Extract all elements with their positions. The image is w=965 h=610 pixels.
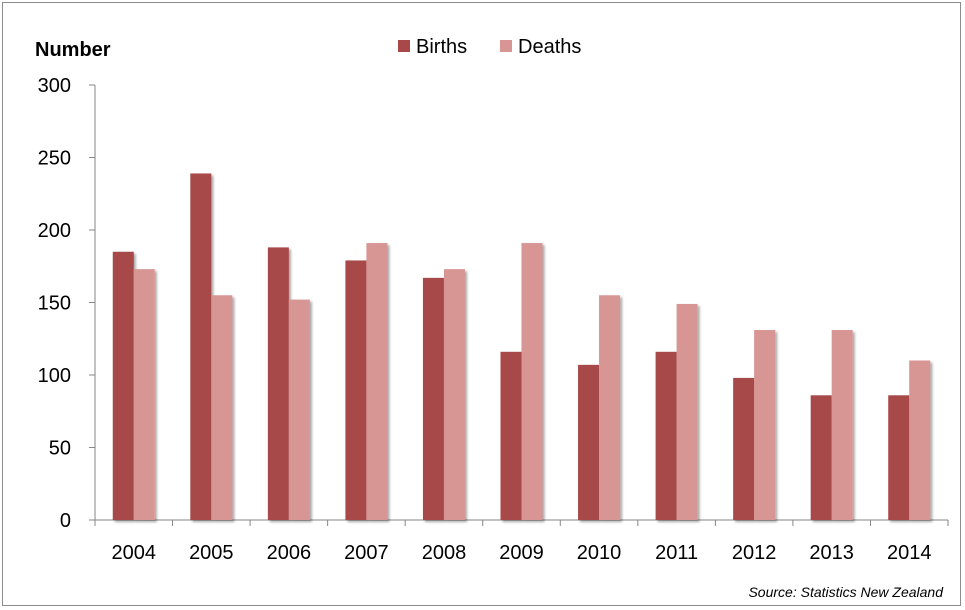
bars [112, 173, 931, 521]
x-tick-label: 2011 [655, 542, 698, 564]
bar-births-2012 [733, 377, 755, 520]
bar-births-2010 [578, 364, 600, 520]
bar-deaths-2011 [676, 303, 698, 520]
bar-births-2005 [190, 173, 212, 520]
legend-swatch-deaths [500, 40, 512, 52]
x-tick-label: 2007 [344, 542, 389, 564]
bar-births-2013 [810, 395, 832, 520]
x-tick-label: 2004 [112, 542, 157, 564]
bar-births-2014 [888, 395, 910, 520]
y-tick-label: 300 [38, 75, 71, 97]
bar-births-2008 [422, 277, 444, 520]
y-tick-label: 150 [38, 293, 71, 315]
bar-deaths-2004 [133, 269, 155, 520]
legend: Births Deaths [398, 36, 581, 58]
y-tick-label: 200 [38, 220, 71, 242]
bar-births-2006 [267, 247, 289, 520]
y-tick-label: 50 [49, 438, 71, 460]
bar-deaths-2014 [909, 360, 931, 520]
bar-births-2007 [345, 260, 367, 520]
x-tick-label: 2008 [422, 542, 467, 564]
source-note: Source: Statistics New Zealand [748, 584, 944, 600]
x-tick-label: 2013 [809, 542, 854, 564]
y-tick-label: 100 [38, 365, 71, 387]
bar-deaths-2010 [599, 295, 621, 520]
legend-swatch-births [398, 40, 410, 52]
bar-births-2011 [655, 351, 677, 520]
x-tick-label: 2006 [267, 542, 312, 564]
bar-deaths-2013 [831, 330, 853, 520]
x-tick-label: 2010 [577, 542, 622, 564]
x-tick-label: 2014 [887, 542, 932, 564]
x-tick-label: 2009 [499, 542, 544, 564]
y-axis: 0 50 100 150 200 250 300 [38, 75, 96, 532]
bar-chart: Number Births Deaths 050100150200250300 … [35, 36, 949, 600]
y-tick-label: 250 [38, 148, 71, 170]
y-tick-label: 0 [60, 510, 71, 532]
bar-deaths-2005 [211, 295, 233, 520]
bar-deaths-2012 [754, 330, 776, 520]
x-axis: 2004 2005 2006 2007 2008 2009 2010 2011 2012 2013… [94, 519, 949, 564]
bar-births-2004 [112, 251, 134, 520]
bar-deaths-2006 [288, 299, 310, 520]
bar-deaths-2008 [443, 269, 465, 520]
legend-label-deaths: Deaths [518, 36, 581, 58]
bar-deaths-2009 [521, 243, 543, 521]
y-axis-title: Number [35, 39, 111, 61]
bar-births-2009 [500, 351, 522, 520]
x-tick-label: 2012 [732, 542, 777, 564]
bar-deaths-2007 [366, 243, 388, 521]
legend-label-births: Births [416, 36, 467, 58]
x-tick-label: 2005 [189, 542, 234, 564]
